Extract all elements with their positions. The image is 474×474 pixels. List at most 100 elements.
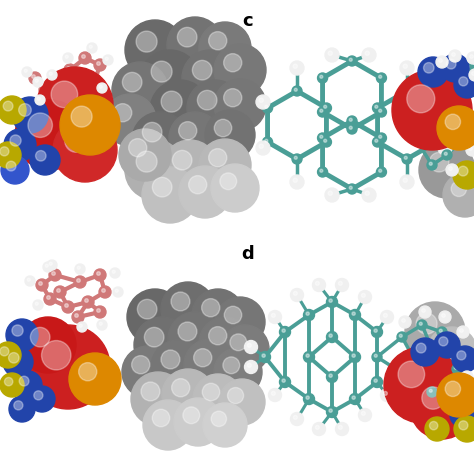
Circle shape (282, 329, 285, 332)
Circle shape (199, 22, 251, 74)
Circle shape (0, 347, 9, 356)
Circle shape (6, 319, 38, 351)
Circle shape (324, 105, 327, 108)
Circle shape (437, 106, 474, 150)
Circle shape (152, 409, 170, 427)
Circle shape (10, 135, 21, 146)
Circle shape (347, 184, 357, 194)
Circle shape (320, 75, 323, 78)
Circle shape (457, 351, 466, 360)
Circle shape (379, 169, 382, 172)
Circle shape (445, 381, 461, 397)
Circle shape (151, 61, 172, 82)
Circle shape (161, 350, 180, 369)
Circle shape (312, 422, 326, 436)
Circle shape (263, 137, 273, 147)
Circle shape (466, 144, 474, 156)
Circle shape (79, 363, 97, 381)
Circle shape (442, 150, 452, 160)
Circle shape (419, 306, 431, 318)
Circle shape (320, 135, 323, 138)
Circle shape (373, 103, 383, 113)
Circle shape (189, 176, 207, 194)
Circle shape (179, 122, 197, 140)
Circle shape (29, 72, 41, 84)
Circle shape (256, 95, 270, 109)
Circle shape (63, 117, 73, 127)
Circle shape (329, 334, 332, 337)
Circle shape (174, 398, 222, 446)
Circle shape (62, 301, 74, 313)
Circle shape (372, 327, 383, 337)
Circle shape (193, 374, 243, 424)
Circle shape (427, 387, 437, 397)
Circle shape (209, 149, 227, 167)
Circle shape (94, 306, 106, 318)
Circle shape (372, 376, 383, 388)
Circle shape (145, 328, 164, 347)
Circle shape (94, 269, 106, 281)
Circle shape (35, 302, 38, 305)
Circle shape (324, 139, 327, 142)
Circle shape (119, 129, 171, 181)
Circle shape (452, 53, 456, 56)
Circle shape (77, 322, 87, 332)
Circle shape (74, 276, 86, 288)
Circle shape (419, 142, 474, 198)
Circle shape (43, 262, 53, 272)
Circle shape (97, 62, 100, 65)
Circle shape (187, 80, 243, 136)
Circle shape (211, 164, 259, 212)
Circle shape (35, 95, 45, 105)
Circle shape (403, 178, 407, 182)
Circle shape (444, 152, 447, 155)
Circle shape (99, 286, 111, 298)
Circle shape (71, 106, 92, 127)
Circle shape (306, 354, 309, 357)
Circle shape (199, 139, 251, 191)
Circle shape (137, 300, 157, 319)
Circle shape (268, 389, 282, 401)
Circle shape (49, 269, 61, 281)
Circle shape (347, 116, 357, 126)
Circle shape (379, 109, 382, 112)
Circle shape (87, 43, 97, 53)
Circle shape (327, 331, 337, 343)
Circle shape (422, 75, 432, 85)
Circle shape (293, 178, 297, 182)
Circle shape (172, 379, 190, 397)
Circle shape (282, 379, 285, 382)
Circle shape (400, 61, 414, 75)
Circle shape (122, 73, 142, 92)
Circle shape (3, 347, 33, 377)
Circle shape (365, 191, 369, 195)
Circle shape (419, 322, 422, 325)
Circle shape (427, 327, 474, 377)
Circle shape (82, 55, 85, 58)
Circle shape (349, 393, 361, 404)
Circle shape (293, 415, 297, 419)
Circle shape (0, 96, 26, 124)
Circle shape (182, 50, 238, 106)
Circle shape (94, 59, 106, 71)
Circle shape (464, 63, 474, 73)
Circle shape (291, 412, 303, 426)
Circle shape (64, 304, 68, 307)
Circle shape (24, 69, 27, 72)
Circle shape (439, 337, 448, 346)
Circle shape (67, 67, 70, 70)
Circle shape (404, 122, 407, 125)
Circle shape (104, 94, 156, 146)
Circle shape (33, 77, 43, 87)
Circle shape (214, 348, 262, 396)
Circle shape (62, 112, 65, 115)
Circle shape (30, 145, 60, 175)
Circle shape (349, 352, 361, 363)
Circle shape (293, 64, 297, 68)
Circle shape (69, 353, 121, 405)
Circle shape (294, 156, 297, 159)
Circle shape (383, 392, 387, 395)
Circle shape (361, 411, 365, 415)
Circle shape (150, 80, 210, 140)
Circle shape (125, 20, 185, 80)
